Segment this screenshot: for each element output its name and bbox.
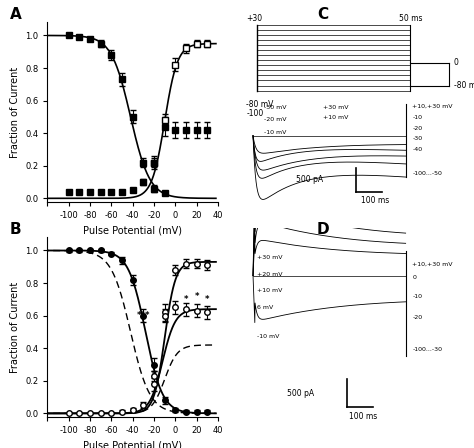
Text: -30 mV: -30 mV xyxy=(264,105,286,110)
Text: -100...-50: -100...-50 xyxy=(412,171,442,176)
Text: -10: -10 xyxy=(412,294,422,299)
Text: ***: *** xyxy=(137,311,150,320)
X-axis label: Pulse Potential (mV): Pulse Potential (mV) xyxy=(83,225,182,235)
Text: -100: -100 xyxy=(246,109,264,118)
Text: -20 mV: -20 mV xyxy=(264,116,286,122)
Text: D: D xyxy=(317,222,329,237)
Text: 100 ms: 100 ms xyxy=(349,412,378,421)
Text: -10 mV: -10 mV xyxy=(257,334,280,339)
Text: -80 mV: -80 mV xyxy=(246,100,274,109)
Text: -30: -30 xyxy=(412,135,422,141)
Text: -10 mV: -10 mV xyxy=(264,130,286,135)
Text: *: * xyxy=(152,371,156,380)
Y-axis label: Fraction of Current: Fraction of Current xyxy=(9,66,19,158)
Text: *: * xyxy=(184,295,188,304)
Text: +10,+30 mV: +10,+30 mV xyxy=(412,103,453,108)
Text: -100...-30: -100...-30 xyxy=(412,347,442,352)
Text: -10: -10 xyxy=(412,115,422,120)
Text: *: * xyxy=(163,311,167,320)
Text: *: * xyxy=(173,303,178,312)
Text: +30 mV: +30 mV xyxy=(323,105,348,110)
Text: +20 mV: +20 mV xyxy=(257,271,283,276)
Text: 500 pA: 500 pA xyxy=(296,176,323,185)
Text: -20: -20 xyxy=(412,126,422,131)
Text: 100 ms: 100 ms xyxy=(361,197,389,206)
Text: +30 mV: +30 mV xyxy=(257,254,283,259)
Text: 0: 0 xyxy=(412,275,416,280)
Text: -80 mV: -80 mV xyxy=(454,82,474,90)
Text: -20: -20 xyxy=(412,315,422,320)
Text: 0: 0 xyxy=(454,58,458,68)
Text: +30: +30 xyxy=(246,14,263,23)
Text: 500 pA: 500 pA xyxy=(287,389,314,398)
Text: +10 mV: +10 mV xyxy=(323,115,348,120)
Text: *: * xyxy=(205,295,210,304)
Y-axis label: Fraction of Current: Fraction of Current xyxy=(9,281,19,373)
Text: B: B xyxy=(10,222,21,237)
Text: A: A xyxy=(10,7,22,22)
Text: *: * xyxy=(194,292,199,301)
Text: 6 mV: 6 mV xyxy=(257,306,273,310)
Text: C: C xyxy=(317,7,328,22)
Text: -40: -40 xyxy=(412,147,422,152)
Text: 50 ms: 50 ms xyxy=(399,14,423,23)
Text: +10,+30 mV: +10,+30 mV xyxy=(412,262,453,267)
Text: +10 mV: +10 mV xyxy=(257,289,283,293)
X-axis label: Pulse Potential (mV): Pulse Potential (mV) xyxy=(83,440,182,448)
